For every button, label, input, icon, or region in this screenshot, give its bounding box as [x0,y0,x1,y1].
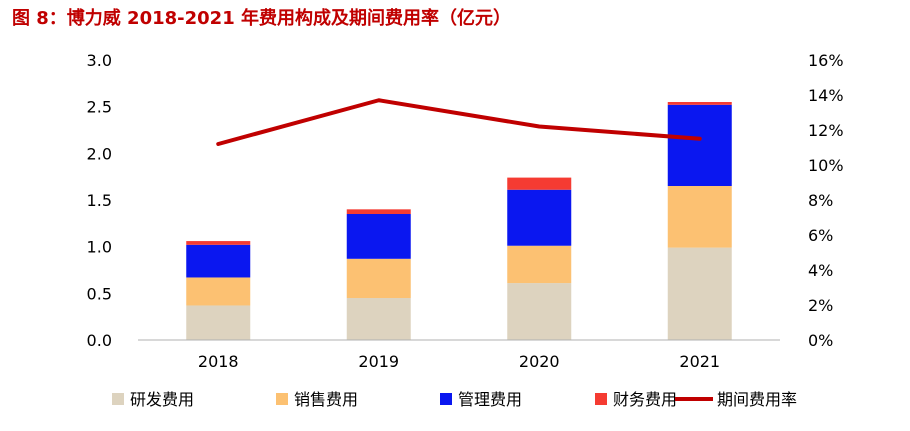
legend-label: 期间费用率 [717,390,797,409]
legend-label: 销售费用 [294,390,358,409]
bar-segment [186,244,251,278]
legend-item: 管理费用 [440,390,522,409]
bar-segment [186,305,251,340]
legend-item: 销售费用 [276,390,358,409]
bar-segment [667,104,732,186]
left-tick-label: 2.0 [87,144,112,163]
right-tick-label: 0% [808,331,833,350]
bar-segment [667,102,732,105]
bar-segment [507,283,572,340]
right-tick-label: 6% [808,226,833,245]
legend-item: 期间费用率 [675,390,797,409]
left-tick-label: 0.5 [87,284,112,303]
bar-segment [507,189,572,246]
chart-title: 图 8：博力威 2018-2021 年费用构成及期间费用率（亿元） [12,8,511,29]
legend-item: 财务费用 [595,390,677,409]
left-tick-label: 3.0 [87,51,112,70]
right-axis-ticks: 0% 2% 4% 6% 8% 10% 12% 14% 16% [808,51,844,350]
left-tick-label: 1.5 [87,191,112,210]
left-tick-label: 2.5 [87,98,112,117]
legend-swatch [440,393,452,405]
bar-segment [186,241,251,245]
legend-swatch [595,393,607,405]
bars [186,102,732,340]
right-tick-label: 2% [808,296,833,315]
right-tick-label: 12% [808,121,844,140]
ratio-line [216,98,702,146]
legend: 研发费用 销售费用 管理费用 财务费用 期间费用率 [112,390,797,409]
right-tick-label: 10% [808,156,844,175]
bar-segment [346,209,411,214]
right-tick-label: 8% [808,191,833,210]
ratio-line-series [216,98,702,146]
left-tick-label: 0.0 [87,331,112,350]
bar-segment [507,177,572,190]
x-axis-ticks: 2018 2019 2020 2021 [198,352,720,371]
bar-segment [667,186,732,248]
legend-label: 管理费用 [458,390,522,409]
bar-segment [186,277,251,306]
right-tick-label: 16% [808,51,844,70]
legend-label: 财务费用 [613,390,677,409]
legend-swatch [112,393,124,405]
bar-segment [507,245,572,284]
right-tick-label: 14% [808,86,844,105]
left-axis-ticks: 0.0 0.5 1.0 1.5 2.0 2.5 3.0 [87,51,112,350]
x-tick-label: 2019 [358,352,399,371]
legend-item: 研发费用 [112,390,194,409]
bar-segment [346,298,411,340]
bar-segment [346,214,411,259]
x-tick-label: 2018 [198,352,239,371]
right-tick-label: 4% [808,261,833,280]
legend-label: 研发费用 [130,390,194,409]
legend-swatch [276,393,288,405]
bar-segment [667,247,732,340]
left-tick-label: 1.0 [87,238,112,257]
bar-segment [346,258,411,298]
x-tick-label: 2020 [519,352,560,371]
x-tick-label: 2021 [679,352,720,371]
